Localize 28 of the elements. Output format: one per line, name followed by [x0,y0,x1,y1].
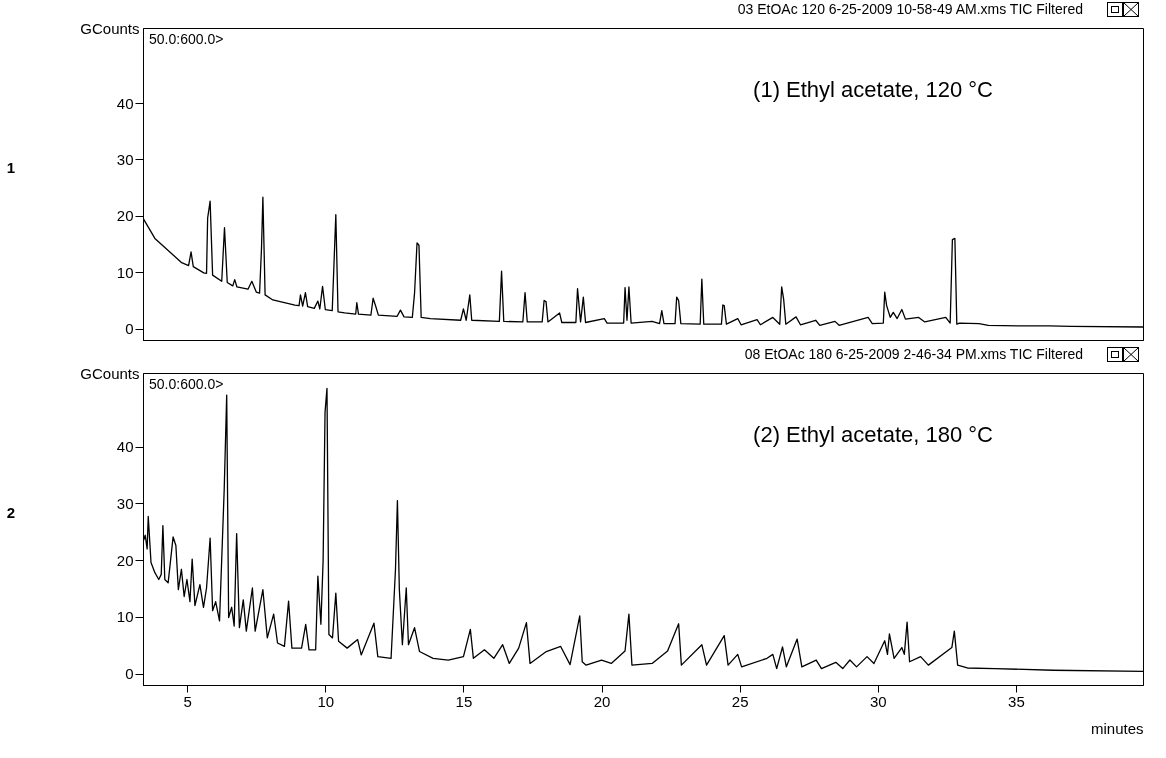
y-tick-label: 0 [125,320,134,338]
annotation: 50.0:600.0> [149,31,224,47]
chart-title: 08 EtOAc 180 6-25-2009 2-46-34 PM.xms TIC Filtered [744,346,1083,362]
y-tick-label: 30 [116,494,134,512]
x-tick-label: 15 [455,692,473,710]
y-axis-title: GCounts [80,19,140,37]
x-tick-label: 25 [731,692,749,710]
y-tick-label: 30 [116,150,134,168]
x-axis-title: minutes [1090,719,1144,737]
y-tick-label: 40 [116,94,134,112]
y-tick-label: 10 [116,608,134,626]
y-tick-label: 20 [116,207,134,225]
x-tick-label: 35 [1008,692,1025,710]
x-tick-label: 5 [183,692,192,710]
x-tick-label: 20 [593,692,611,710]
x-tick-label: 30 [869,692,887,710]
chart-title: 03 EtOAc 120 6-25-2009 10-58-49 AM.xms TIC Filtered [737,1,1083,17]
y-tick-label: 20 [116,551,134,569]
annotation: (1) Ethyl acetate, 120 °C [753,77,994,102]
x-tick-label: 10 [317,692,335,710]
annotation: (2) Ethyl acetate, 180 °C [753,422,994,447]
text: 1 [6,159,16,177]
y-tick-label: 10 [116,263,134,281]
y-tick-label: 40 [116,438,134,456]
y-axis-title: GCounts [80,364,140,382]
annotation: 50.0:600.0> [149,376,224,392]
text: 2 [6,504,16,522]
y-tick-label: 0 [125,665,134,683]
